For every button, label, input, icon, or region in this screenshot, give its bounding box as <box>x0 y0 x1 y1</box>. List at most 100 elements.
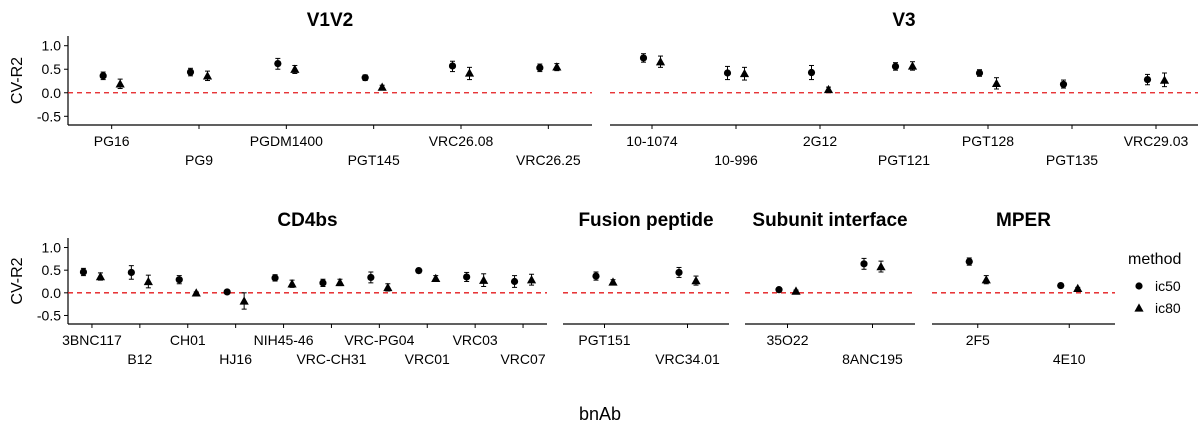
x-tick-label-2g12: 2G12 <box>803 133 837 149</box>
point-ic80-vrc-ch31 <box>335 277 345 287</box>
point-ic80-2f5 <box>981 275 991 284</box>
point-ic80-pg9 <box>202 71 213 80</box>
x-tick-label-pgt135: PGT135 <box>1046 152 1098 168</box>
point-ic80-vrc03 <box>479 275 489 284</box>
point-ic80-vrc07 <box>526 275 537 284</box>
panel-cd4bs: CD4bs -0.5 0.0 0.5 1.0 CV-R2 3BNC117 B12 CH01 HJ1… <box>9 210 547 367</box>
point-ic80-pgt145 <box>377 82 387 91</box>
point-ic50-b12 <box>127 268 135 277</box>
point-ic50-pgdm1400 <box>274 59 282 68</box>
legend-marker-ic50 <box>1135 282 1143 290</box>
y-axis-title: CV-R2 <box>9 57 26 104</box>
y-tick-label: 0.5 <box>42 61 62 77</box>
panel-title: MPER <box>996 210 1051 231</box>
x-axis-title: bnAb <box>579 404 621 424</box>
x-tick-label-vrc01: VRC01 <box>405 351 450 367</box>
point-ic80-10-996 <box>739 68 750 78</box>
x-tick-label-pg16: PG16 <box>94 133 130 149</box>
point-ic80-pgt151 <box>608 277 618 286</box>
point-ic80-pgt128 <box>991 78 1002 88</box>
point-ic50-nih45-46 <box>271 274 279 282</box>
point-ic50-hj16 <box>223 288 231 296</box>
point-ic50-vrc26-08 <box>448 62 457 70</box>
point-ic80-hj16 <box>239 296 249 305</box>
x-tick-label-4e10: 4E10 <box>1053 351 1086 367</box>
point-ic80-3bnc117 <box>95 271 106 281</box>
point-ic80-vrc01 <box>431 273 441 283</box>
point-ic50-pg16 <box>99 72 107 80</box>
y-tick-label: 1.0 <box>42 38 62 54</box>
legend-marker-ic80 <box>1134 303 1144 312</box>
point-ic80-vrc29-03 <box>1159 75 1170 84</box>
panel-mper: MPER 2F5 4E10 <box>932 210 1115 367</box>
point-ic50-ch01 <box>175 276 183 284</box>
panel-v1v2: V1V2 -0.5 0.0 0.5 1.0 CV-R2 PG16 PG9 PGDM1400 PGT… <box>9 10 592 168</box>
point-ic50-8anc195 <box>860 260 868 268</box>
x-tick-label-3bnc117: 3BNC117 <box>62 332 122 348</box>
x-tick-label-pg9: PG9 <box>185 152 213 168</box>
point-ic80-pg16 <box>115 79 125 88</box>
point-ic80-10-1074 <box>655 57 666 66</box>
point-ic50-pgt135 <box>1059 80 1068 88</box>
point-ic50-35o22 <box>775 286 783 294</box>
legend-label-ic50: ic50 <box>1155 278 1181 294</box>
panel-v3: V3 10-1074 10-996 2G12 PGT121 PGT128 PGT135 VRC… <box>610 10 1198 168</box>
y-tick-label: 0.0 <box>42 285 62 301</box>
point-ic80-vrc26-25 <box>552 62 562 71</box>
x-tick-label-b12: B12 <box>127 351 152 367</box>
x-tick-label-pgt145: PGT145 <box>348 152 400 168</box>
y-tick-label: -0.5 <box>37 307 61 323</box>
point-ic50-vrc-pg04 <box>367 273 375 282</box>
panel-title: Fusion peptide <box>578 210 713 231</box>
point-ic50-2f5 <box>965 257 973 266</box>
x-tick-label-2f5: 2F5 <box>966 332 990 348</box>
panel-title: CD4bs <box>277 210 337 231</box>
panel-title: V3 <box>892 10 915 31</box>
point-ic50-pgt128 <box>975 69 984 77</box>
point-ic50-vrc03 <box>463 273 471 281</box>
panel-title: Subunit interface <box>752 210 907 231</box>
point-ic80-4e10 <box>1073 283 1083 292</box>
point-ic50-pgt151 <box>592 272 600 280</box>
y-axis-title: CV-R2 <box>9 257 26 304</box>
x-tick-label-vrc-pg04: VRC-PG04 <box>344 332 414 348</box>
y-tick-label: 0.0 <box>42 85 62 101</box>
x-tick-label-ch01: CH01 <box>170 332 206 348</box>
point-ic50-vrc01 <box>415 267 423 275</box>
point-ic50-vrc-ch31 <box>319 279 327 287</box>
point-ic80-2g12 <box>823 84 834 94</box>
point-ic80-nih45-46 <box>287 279 297 288</box>
point-ic80-ch01 <box>191 288 201 297</box>
y-tick-label: -0.5 <box>37 108 61 124</box>
x-tick-label-nih45-46: NIH45-46 <box>254 332 314 348</box>
x-tick-label-vrc03: VRC03 <box>453 332 498 348</box>
point-ic80-b12 <box>143 276 153 286</box>
point-ic80-35o22 <box>791 286 801 295</box>
point-ic80-vrc-pg04 <box>383 282 393 292</box>
point-ic50-2g12 <box>807 68 816 77</box>
point-ic50-pgt145 <box>361 74 369 82</box>
x-tick-label-vrc34-01: VRC34.01 <box>655 351 720 367</box>
x-tick-label-35o22: 35O22 <box>766 332 808 348</box>
x-tick-label-10-1074: 10-1074 <box>626 133 678 149</box>
legend-label-ic80: ic80 <box>1155 300 1181 316</box>
point-ic50-vrc34-01 <box>675 268 683 277</box>
y-tick-label: 1.0 <box>42 240 62 256</box>
point-ic80-vrc26-08 <box>464 68 475 77</box>
legend-title: method <box>1128 251 1181 268</box>
point-ic50-10-996 <box>723 69 732 77</box>
point-ic80-vrc34-01 <box>691 275 701 285</box>
x-tick-label-pgt151: PGT151 <box>578 332 630 348</box>
x-tick-label-vrc26-08: VRC26.08 <box>429 133 494 149</box>
legend: method ic50 ic80 <box>1128 251 1181 316</box>
panel-fusion-peptide: Fusion peptide PGT151 VRC34.01 <box>563 210 729 367</box>
point-ic50-pgt121 <box>891 62 900 71</box>
x-tick-label-hj16: HJ16 <box>219 351 252 367</box>
point-ic50-pg9 <box>186 68 195 76</box>
point-ic50-vrc29-03 <box>1143 75 1152 84</box>
point-ic50-10-1074 <box>639 54 648 62</box>
x-tick-label-pgdm1400: PGDM1400 <box>250 133 323 149</box>
x-tick-label-pgt128: PGT128 <box>962 133 1014 149</box>
panel-subunit-interface: Subunit interface 35O22 8ANC195 <box>745 210 915 367</box>
